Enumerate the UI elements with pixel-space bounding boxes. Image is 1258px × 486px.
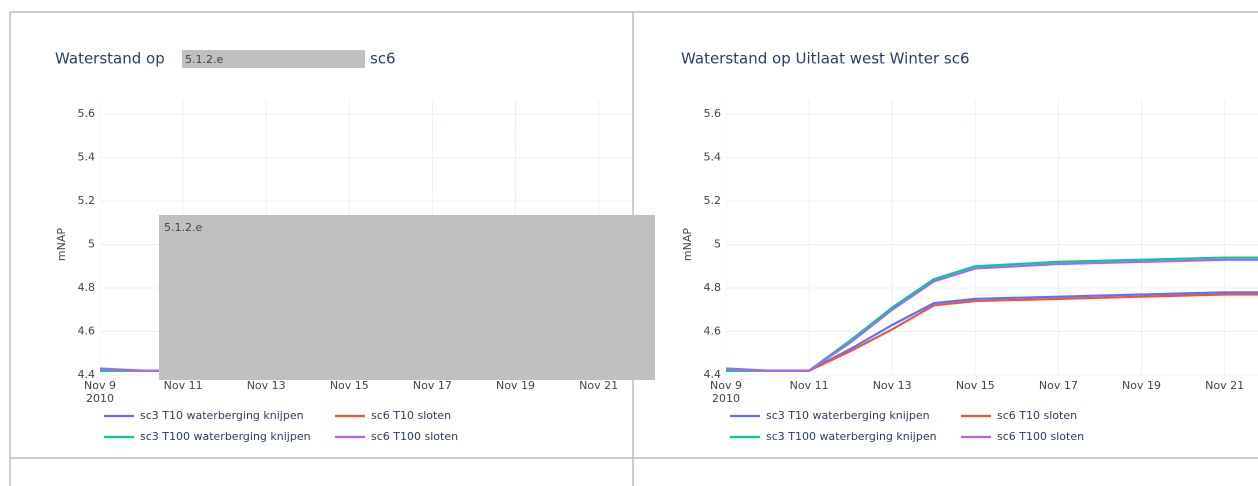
y-tick-label: 5.2: [704, 194, 722, 207]
title-redaction: [182, 50, 365, 68]
redaction-label: 5.1.2.e: [164, 221, 202, 234]
x-tick-label: Nov 11: [164, 379, 203, 392]
series-line: [726, 293, 1258, 372]
chart-title: Waterstand op: [55, 50, 165, 68]
y-tick-label: 4.8: [704, 281, 722, 294]
y-tick-label: 5: [714, 238, 721, 251]
legend-label: sc6 T10 sloten: [371, 409, 451, 422]
x-tick-label: Nov 19: [1122, 379, 1161, 392]
y-tick-label: 5.6: [78, 107, 96, 120]
x-tick-label: Nov 17: [1039, 379, 1078, 392]
y-tick-label: 5: [88, 238, 95, 251]
x-tick-label: Nov 9: [84, 379, 116, 392]
y-tick-label: 4.4: [78, 368, 96, 381]
y-tick-label: 5.6: [704, 107, 722, 120]
legend-label: sc3 T10 waterberging knijpen: [766, 409, 930, 422]
legend-label: sc6 T100 sloten: [371, 430, 458, 443]
y-tick-label: 5.2: [78, 194, 96, 207]
x-tick-label: Nov 21: [579, 379, 618, 392]
y-tick-label: 4.6: [78, 325, 96, 338]
y-tick-label: 5.4: [704, 151, 722, 164]
legend-label: sc3 T100 waterberging knijpen: [140, 430, 311, 443]
chart-title-suffix: sc6: [370, 50, 396, 68]
legend-label: sc3 T100 waterberging knijpen: [766, 430, 937, 443]
y-tick-label: 5.4: [78, 151, 96, 164]
x-tick-label: Nov 19: [496, 379, 535, 392]
y-tick-label: 4.6: [704, 325, 722, 338]
x-tick-label: Nov 9: [710, 379, 742, 392]
redaction-box: [159, 215, 655, 380]
plot: [726, 100, 1258, 376]
series-line: [726, 258, 1258, 372]
y-tick-label: 4.8: [78, 281, 96, 294]
x-tick-label: Nov 11: [790, 379, 829, 392]
x-tick-label: Nov 15: [330, 379, 369, 392]
chart-title: Waterstand op Uitlaat west Winter sc6: [681, 50, 970, 68]
x-tick-label: Nov 17: [413, 379, 452, 392]
x-tick-label: Nov 13: [247, 379, 286, 392]
x-tick-label: Nov 21: [1205, 379, 1244, 392]
x-year-label: 2010: [712, 392, 740, 405]
series-line: [726, 256, 1258, 372]
legend-label: sc6 T10 sloten: [997, 409, 1077, 422]
y-axis-label: mNAP: [55, 228, 68, 261]
legend-label: sc6 T100 sloten: [997, 430, 1084, 443]
title-redaction-label: 5.1.2.e: [185, 53, 223, 66]
y-axis-label: mNAP: [681, 228, 694, 261]
legend-label: sc3 T10 waterberging knijpen: [140, 409, 304, 422]
x-tick-label: Nov 13: [873, 379, 912, 392]
x-year-label: 2010: [86, 392, 114, 405]
y-tick-label: 4.4: [704, 368, 722, 381]
x-tick-label: Nov 15: [956, 379, 995, 392]
